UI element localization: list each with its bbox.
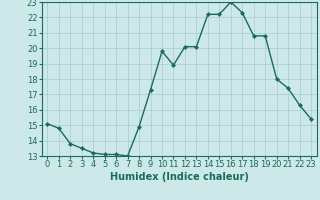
X-axis label: Humidex (Indice chaleur): Humidex (Indice chaleur) — [110, 172, 249, 182]
